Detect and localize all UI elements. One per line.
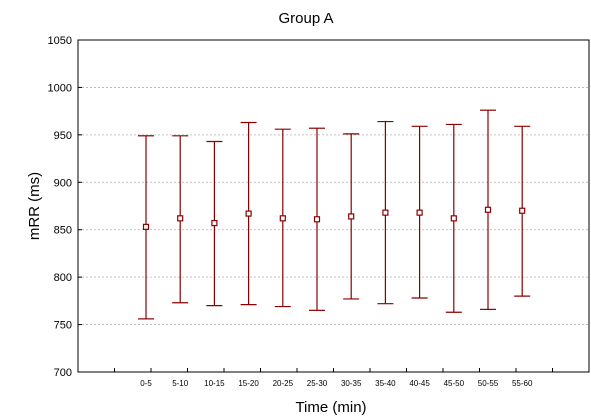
mean-marker	[177, 215, 184, 222]
mean-marker	[382, 209, 389, 216]
x-tick-label: 25-30	[307, 379, 328, 388]
mean-marker	[245, 210, 252, 217]
series-markers	[138, 109, 531, 320]
grid-lines	[78, 87, 589, 325]
chart-title: Group A	[278, 10, 333, 27]
mean-marker	[211, 219, 218, 227]
y-tick-label: 1000	[48, 82, 72, 94]
x-tick-label: 35-40	[375, 379, 396, 388]
x-axis-label: Time (min)	[295, 399, 366, 416]
x-tick-label: 20-25	[273, 379, 294, 388]
x-axis: 0-5 5-10 10-15 15-20 20-25 25-30 30-35 35-40 40-…	[114, 368, 553, 388]
x-tick-label: 45-50	[444, 379, 465, 388]
y-tick-label: 750	[54, 320, 72, 332]
y-tick-label: 950	[54, 130, 72, 142]
mean-marker	[348, 213, 355, 220]
y-tick-label: 1050	[48, 35, 72, 47]
x-tick-label: 0-5	[140, 379, 152, 388]
y-tick-label: 900	[54, 177, 72, 189]
x-tick-label: 30-35	[341, 379, 362, 388]
y-tick-label: 700	[54, 367, 72, 379]
mean-marker	[313, 216, 321, 223]
mean-marker	[519, 207, 526, 214]
plot-frame	[77, 39, 590, 373]
x-tick-label: 55-60	[512, 379, 533, 388]
mean-marker	[484, 206, 492, 213]
x-tick-label: 50-55	[478, 379, 499, 388]
mean-marker	[450, 215, 457, 222]
y-axis-label: mRR (ms)	[26, 172, 43, 240]
mean-marker	[279, 215, 286, 222]
mean-marker	[142, 223, 150, 230]
x-tick-label: 10-15	[204, 379, 225, 388]
x-tick-label: 40-45	[409, 379, 430, 388]
x-tick-label: 5-10	[172, 379, 189, 388]
y-tick-label: 850	[54, 225, 72, 237]
y-axis: 700 750 800 850 900 950 1000 1050	[48, 35, 82, 379]
y-tick-label: 800	[54, 272, 72, 284]
mean-marker	[416, 209, 423, 216]
x-tick-label: 15-20	[238, 379, 259, 388]
